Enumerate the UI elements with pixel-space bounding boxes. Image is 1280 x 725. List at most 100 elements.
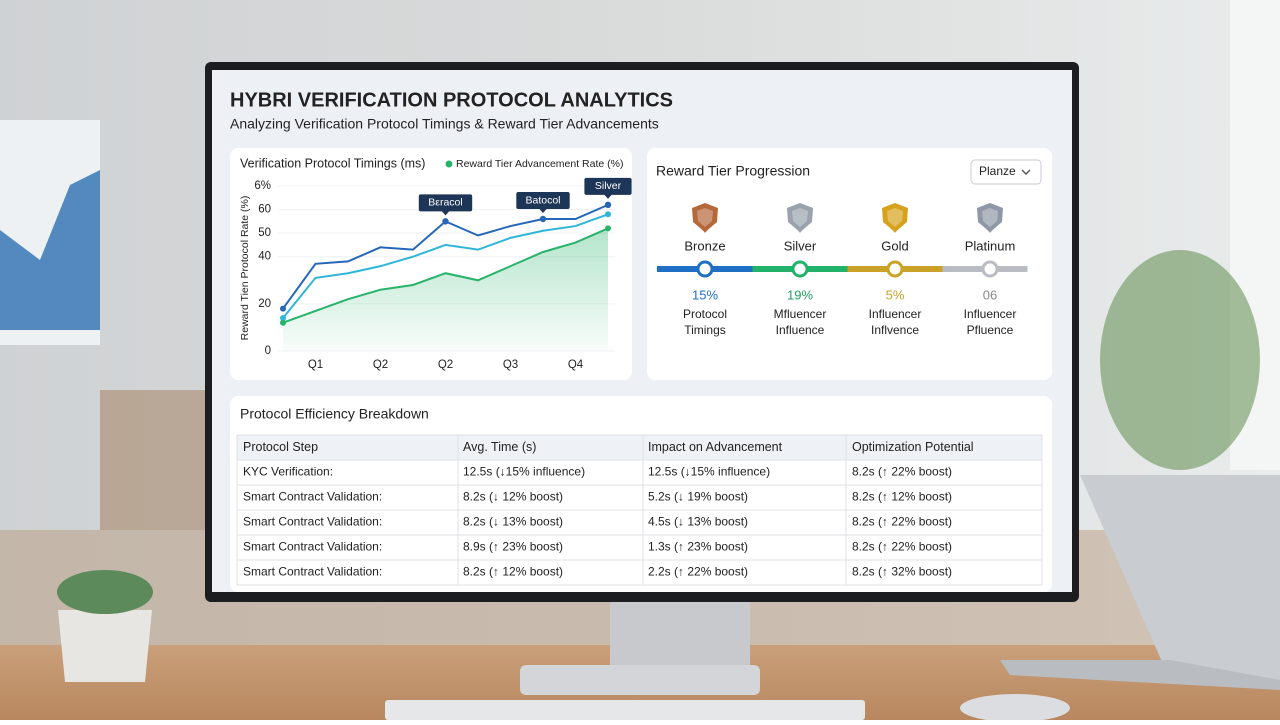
table-cell: 12.5s (↓15% influence) bbox=[463, 465, 585, 479]
point bbox=[539, 215, 547, 223]
table-cell: Smart Contract Validation: bbox=[243, 540, 382, 554]
point bbox=[280, 315, 286, 321]
table-cell: 8.2s (↑ 12% boost) bbox=[463, 565, 563, 579]
x-tick-label: Q4 bbox=[568, 359, 584, 371]
table-cell: 8.2s (↑ 22% boost) bbox=[852, 465, 952, 479]
tier-icon bbox=[692, 203, 718, 233]
table-cell: 1.3s (↑ 23% boost) bbox=[648, 540, 748, 554]
tier-rate: 06 bbox=[983, 287, 997, 302]
monitor-neck bbox=[610, 598, 750, 668]
tier-label: Influencer bbox=[964, 307, 1017, 321]
point-label-pointer bbox=[539, 208, 547, 213]
tier-node bbox=[886, 260, 904, 278]
column-header: Impact on Advancement bbox=[648, 440, 783, 454]
tier-label: Influence bbox=[776, 323, 825, 337]
succulent bbox=[57, 570, 153, 614]
table-cell: 8.2s (↑ 22% boost) bbox=[852, 540, 952, 554]
table-cell: 5.2s (↓ 19% boost) bbox=[648, 490, 748, 504]
dropdown-chevron[interactable] bbox=[1021, 169, 1031, 175]
tier-name: Platinum bbox=[965, 238, 1016, 253]
table-cell: KYC Verification: bbox=[243, 465, 333, 479]
tier-icon-inner bbox=[982, 208, 998, 227]
tier-icon bbox=[977, 203, 1003, 233]
laptop-screen bbox=[1080, 475, 1280, 680]
column-header: Optimization Potential bbox=[852, 440, 974, 454]
tier-label: Protocol bbox=[683, 307, 727, 321]
y-tick-label: 50 bbox=[258, 227, 271, 239]
table-cell: 8.2s (↑ 22% boost) bbox=[852, 515, 952, 529]
table-cell: 2.2s (↑ 22% boost) bbox=[648, 565, 748, 579]
tier-name: Bronze bbox=[684, 238, 725, 253]
point bbox=[280, 319, 286, 326]
background-furniture bbox=[100, 390, 210, 530]
tier-panel bbox=[647, 148, 1052, 380]
y-axis-label: Reward Tien Protocol Rate (%) bbox=[239, 196, 251, 341]
point bbox=[604, 201, 612, 209]
tier-name: Gold bbox=[881, 238, 908, 253]
tier-icon-inner bbox=[697, 208, 713, 227]
x-tick-label: Q1 bbox=[308, 359, 323, 371]
dashboard-subtitle: Analyzing Verification Protocol Timings … bbox=[230, 116, 659, 132]
keyboard bbox=[385, 700, 865, 720]
table-cell: Smart Contract Validation: bbox=[243, 565, 382, 579]
point-label: Silver bbox=[595, 180, 622, 192]
point-label-box bbox=[516, 192, 570, 209]
column-header: Avg. Time (s) bbox=[463, 440, 536, 454]
tier-label: Pfluence bbox=[967, 323, 1014, 337]
point-label-box bbox=[418, 194, 473, 212]
y-tick-label: 20 bbox=[258, 298, 271, 310]
table-title: Protocol Efficiency Breakdown bbox=[240, 406, 429, 422]
point-label: Bεracol bbox=[428, 197, 462, 209]
tier-icon bbox=[882, 203, 908, 233]
y-tick-label: 6% bbox=[254, 180, 271, 192]
wall-art-graphic bbox=[0, 170, 100, 330]
y-tick-label: 0 bbox=[265, 345, 271, 357]
tier-label: Inflvence bbox=[871, 323, 919, 337]
tier-icon-inner bbox=[887, 208, 903, 227]
table-header-bg bbox=[237, 435, 1042, 460]
tier-label: Mfluencer bbox=[774, 307, 827, 321]
table-cell: 8.9s (↑ 23% boost) bbox=[463, 540, 563, 554]
point bbox=[280, 305, 286, 312]
point bbox=[605, 225, 611, 232]
point bbox=[605, 211, 611, 218]
dashboard-title: HYBRI VERIFICATION PROTOCOL ANALYTICS bbox=[230, 89, 673, 111]
point-label-pointer bbox=[441, 210, 450, 216]
y-tick-label: 40 bbox=[258, 251, 271, 263]
dropdown[interactable] bbox=[970, 159, 1042, 185]
tier-node bbox=[791, 260, 809, 278]
table-cell: 8.2s (↓ 13% boost) bbox=[463, 515, 563, 529]
table-cell: 8.2s (↓ 12% boost) bbox=[463, 490, 563, 504]
point-label-pointer bbox=[604, 194, 612, 199]
tier-rate: 5% bbox=[886, 287, 905, 302]
point-label-box bbox=[584, 177, 632, 195]
background-plant bbox=[1100, 250, 1260, 470]
x-tick-label: Q2 bbox=[438, 359, 453, 371]
dropdown-value[interactable]: Planze bbox=[979, 164, 1016, 178]
table-cell: 8.2s (↑ 32% boost) bbox=[852, 565, 952, 579]
tier-name: Silver bbox=[784, 238, 817, 253]
tier-label: Timings bbox=[684, 323, 726, 337]
tier-panel-title: Reward Tier Progression bbox=[656, 163, 810, 179]
laptop-base bbox=[1000, 660, 1280, 690]
tier-label: Influencer bbox=[869, 307, 922, 321]
table-cell: 4.5s (↓ 13% boost) bbox=[648, 515, 748, 529]
point bbox=[442, 218, 449, 225]
legend-marker bbox=[445, 160, 453, 168]
column-header: Protocol Step bbox=[243, 440, 318, 454]
tier-node bbox=[981, 260, 999, 278]
table-cell: Smart Contract Validation: bbox=[243, 490, 382, 504]
table-cell: 8.2s (↑ 12% boost) bbox=[852, 490, 952, 504]
monitor-base bbox=[520, 665, 760, 695]
series-line bbox=[282, 213, 609, 319]
tier-node bbox=[696, 260, 714, 278]
mouse bbox=[960, 694, 1070, 722]
y-tick-label: 60 bbox=[258, 204, 271, 216]
chart-title: Verification Protocol Timings (ms) bbox=[240, 156, 425, 170]
series-line bbox=[282, 227, 609, 324]
table-cell: Smart Contract Validation: bbox=[243, 515, 382, 529]
tier-icon bbox=[787, 203, 813, 233]
plant-pot bbox=[58, 610, 152, 682]
tier-rate: 15% bbox=[692, 287, 718, 302]
